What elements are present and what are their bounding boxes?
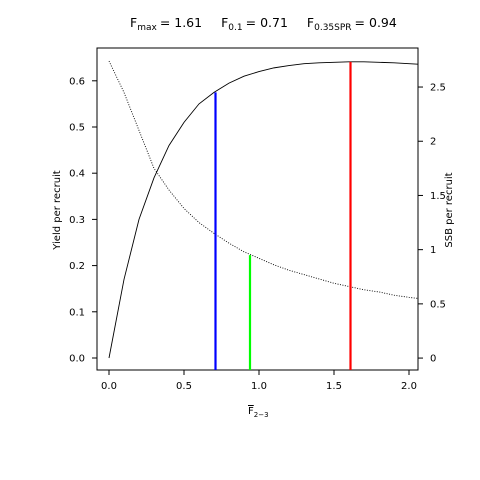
title-text: = 1.61 (160, 15, 202, 30)
plot-frame (96, 47, 419, 371)
title-subscript: max (137, 23, 157, 33)
y-tick-label: 0.4 (69, 169, 85, 180)
title-text: = 0.71 (246, 15, 288, 30)
y2-tick-label: 0.5 (430, 299, 446, 310)
y-tick-label: 0.1 (69, 307, 85, 318)
title-part: Fmax = 1.61 (130, 15, 202, 33)
curve (108, 61, 419, 359)
curve (108, 60, 419, 299)
y-tick-label: 0.0 (69, 353, 85, 364)
y2-tick-label: 2.5 (430, 83, 446, 94)
y2-tick-label: 1 (430, 245, 436, 256)
x-axis-label: F2−3 (248, 406, 269, 419)
x-tick-label: 1.0 (251, 381, 267, 392)
y2-tick-label: 1.5 (430, 191, 446, 202)
y-axis-label: Yield per recruit (52, 170, 63, 251)
x-label-subscript: 2−3 (254, 411, 269, 419)
y2-tick-label: 0 (430, 354, 436, 365)
y-tick-label: 0.6 (69, 76, 85, 87)
y-tick-label: 0.5 (69, 122, 85, 133)
title-symbol: F (221, 15, 228, 30)
x-tick-label: 0.0 (101, 381, 117, 392)
y-tick-label: 0.2 (69, 261, 85, 272)
title-text: = 0.94 (355, 15, 397, 30)
title-part: F0.35SPR = 0.94 (307, 15, 397, 33)
x-label-symbol: F (248, 406, 254, 417)
y2-axis-label: SSB per recruit (444, 172, 455, 247)
x-tick-label: 1.5 (326, 381, 342, 392)
title-symbol: F (307, 15, 314, 30)
title-subscript: 0.1 (228, 23, 242, 33)
x-tick-label: 0.5 (176, 381, 192, 392)
title-part: F0.1 = 0.71 (221, 15, 288, 33)
y-tick-label: 0.3 (69, 215, 85, 226)
title-subscript: 0.35SPR (314, 23, 351, 33)
title-symbol: F (130, 15, 137, 30)
y2-tick-label: 2 (430, 137, 436, 148)
x-tick-label: 2.0 (401, 381, 417, 392)
